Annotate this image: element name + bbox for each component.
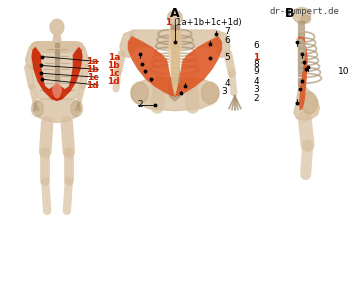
Ellipse shape [168,11,182,24]
FancyBboxPatch shape [298,21,304,24]
FancyBboxPatch shape [55,76,59,80]
FancyBboxPatch shape [55,92,59,96]
FancyBboxPatch shape [171,41,179,46]
Text: 1a: 1a [86,57,98,66]
FancyBboxPatch shape [298,38,304,42]
Polygon shape [168,81,182,101]
Text: 4: 4 [254,77,259,86]
Polygon shape [168,30,182,95]
FancyBboxPatch shape [55,81,59,85]
Ellipse shape [32,101,43,117]
FancyBboxPatch shape [298,29,304,32]
Polygon shape [51,47,83,101]
Polygon shape [296,36,308,111]
Polygon shape [214,30,230,58]
Text: 3: 3 [254,85,259,94]
Text: 1: 1 [253,53,259,62]
FancyBboxPatch shape [298,73,304,76]
Text: 1b: 1b [86,65,98,74]
Text: 2: 2 [138,100,143,109]
Polygon shape [130,30,220,49]
Ellipse shape [71,101,83,117]
FancyBboxPatch shape [55,43,59,47]
Ellipse shape [302,92,317,114]
FancyBboxPatch shape [55,59,59,64]
FancyBboxPatch shape [298,82,304,86]
Text: A: A [170,7,180,20]
Ellipse shape [202,82,219,104]
Text: 8: 8 [254,60,259,69]
Text: 7: 7 [224,27,230,36]
Text: B: B [285,7,295,20]
FancyBboxPatch shape [298,48,304,52]
Ellipse shape [293,8,310,23]
Text: 1: 1 [165,18,171,27]
FancyBboxPatch shape [55,65,59,69]
Polygon shape [32,42,83,53]
FancyBboxPatch shape [171,63,179,67]
Text: 4: 4 [224,79,230,88]
FancyBboxPatch shape [55,54,59,58]
Polygon shape [52,81,62,99]
Polygon shape [32,42,83,101]
Polygon shape [120,30,136,58]
FancyBboxPatch shape [171,46,179,51]
Polygon shape [132,77,218,111]
Polygon shape [175,36,222,97]
FancyBboxPatch shape [298,43,304,47]
Polygon shape [53,35,61,42]
Text: 10: 10 [338,67,350,76]
FancyBboxPatch shape [171,68,179,73]
FancyBboxPatch shape [298,78,304,81]
Polygon shape [170,24,180,30]
Ellipse shape [131,82,148,104]
FancyBboxPatch shape [171,74,179,78]
FancyBboxPatch shape [171,25,179,29]
Text: 6: 6 [224,36,230,45]
Text: (1a+1b+1c+1d): (1a+1b+1c+1d) [173,18,242,27]
Ellipse shape [50,19,64,35]
FancyBboxPatch shape [171,79,179,83]
Text: 6: 6 [254,41,259,50]
Polygon shape [128,36,175,97]
FancyBboxPatch shape [298,25,304,28]
Text: 1c: 1c [108,69,120,78]
FancyBboxPatch shape [298,53,304,57]
Polygon shape [77,44,89,69]
Polygon shape [32,47,63,101]
Text: 1b: 1b [107,61,120,70]
FancyBboxPatch shape [171,52,179,56]
Text: 1a: 1a [107,53,120,62]
FancyBboxPatch shape [298,58,304,62]
FancyBboxPatch shape [298,63,304,67]
FancyBboxPatch shape [0,2,345,298]
Text: 3: 3 [221,86,227,95]
Text: 5: 5 [224,53,230,62]
FancyBboxPatch shape [298,68,304,72]
FancyBboxPatch shape [171,36,179,40]
Text: 1d: 1d [86,81,98,90]
FancyBboxPatch shape [55,49,59,53]
FancyBboxPatch shape [171,30,179,35]
Polygon shape [26,44,37,69]
Polygon shape [33,98,80,122]
Text: 1d: 1d [107,77,120,86]
Text: 1c: 1c [87,73,98,82]
FancyBboxPatch shape [298,33,304,37]
Polygon shape [294,81,320,121]
FancyBboxPatch shape [55,86,59,91]
FancyBboxPatch shape [55,70,59,74]
Text: dr-gumpert.de: dr-gumpert.de [269,7,339,16]
Text: 2: 2 [254,94,259,103]
Text: 9: 9 [254,67,259,76]
FancyBboxPatch shape [171,57,179,62]
Ellipse shape [301,15,310,23]
